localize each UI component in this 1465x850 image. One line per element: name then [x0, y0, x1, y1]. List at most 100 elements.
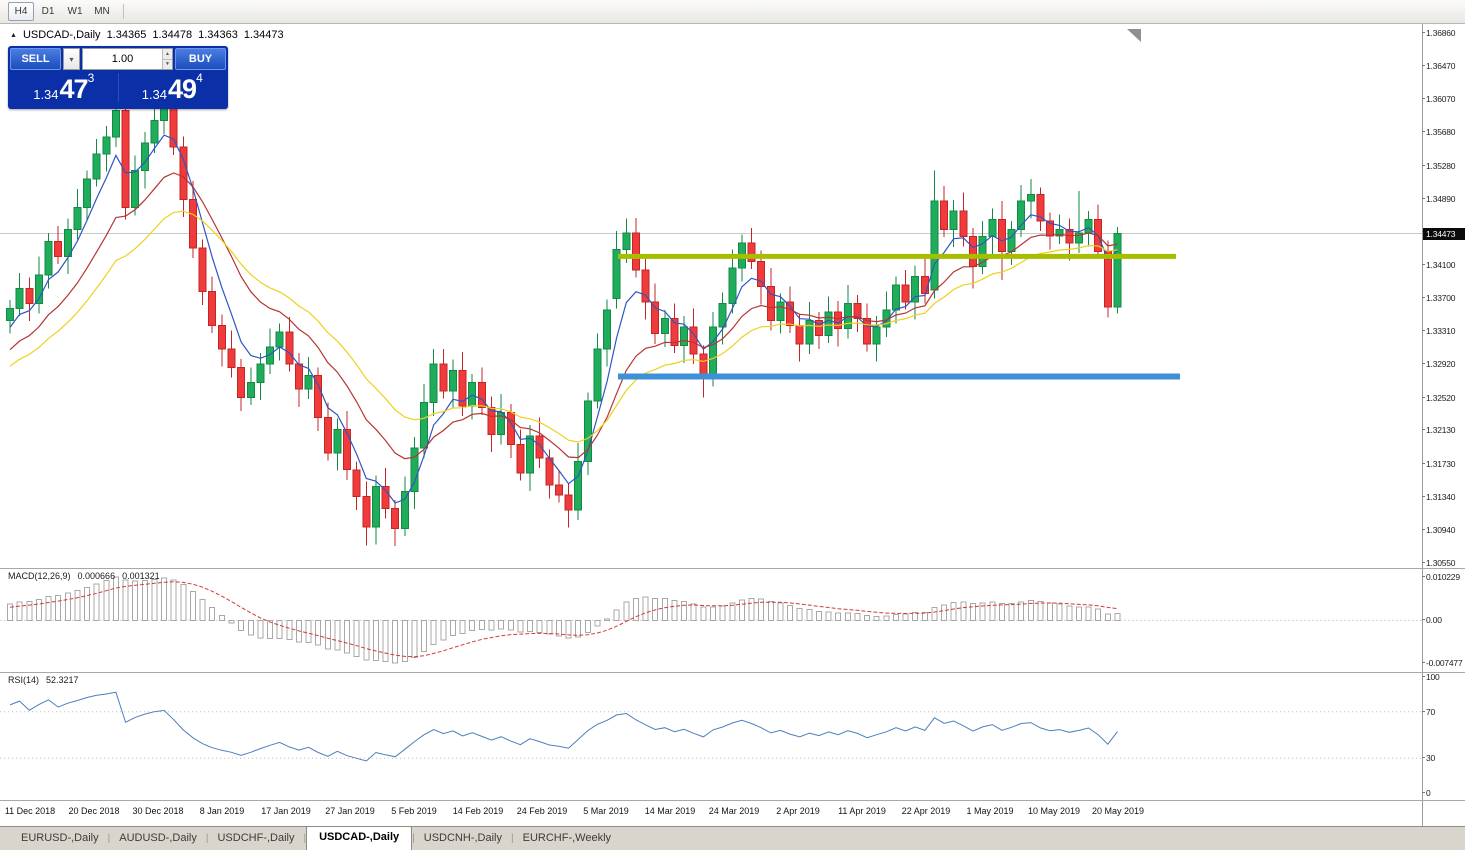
date-label: 20 Dec 2018 [68, 806, 120, 816]
macd-main-value: 0.000666 [77, 571, 116, 581]
chart-tab-usdcnh-daily[interactable]: USDCNH-,Daily [423, 832, 502, 844]
price-scale-label: 1.36470 [1421, 60, 1456, 71]
rsi-scale-label: 30 [1421, 753, 1436, 764]
price-chart[interactable] [0, 24, 1465, 568]
rsi-scale-label: 0 [1422, 788, 1431, 798]
ma-slow-line[interactable] [9, 210, 1118, 443]
date-label: 22 Apr 2019 [901, 806, 951, 816]
macd-name: MACD(12,26,9) [8, 571, 71, 581]
symbol-period-label: USDCAD-,Daily [22, 29, 101, 41]
macd-panel-separator [0, 568, 1465, 569]
macd-histogram [7, 576, 1121, 664]
sell-price-pips: 47 [59, 74, 89, 104]
chart-tab-bar: EURUSD-,Daily | AUDUSD-,Daily | USDCHF-,Dail… [0, 826, 1465, 850]
time-axis[interactable]: 11 Dec 2018 20 Dec 2018 30 Dec 2018 8 Jan 2… [0, 801, 1465, 826]
buy-button[interactable]: BUY [175, 48, 226, 70]
date-label: 8 Jan 2019 [199, 806, 245, 816]
date-label: 11 Dec 2018 [4, 806, 56, 816]
timeframe-button-w1[interactable]: W1 [67, 6, 83, 17]
sell-button[interactable]: SELL [10, 48, 61, 70]
volume-decrease-button[interactable]: ▼ [162, 58, 172, 69]
tab-separator: | [412, 832, 415, 844]
rsi-name: RSI(14) [8, 675, 40, 685]
price-scale-label: 1.34100 [1421, 259, 1456, 270]
timeframe-button-h4[interactable]: H4 [8, 2, 34, 21]
ma-fast-line[interactable] [9, 134, 1118, 504]
chart-tab-usdchf-daily[interactable]: USDCHF-,Daily [217, 832, 295, 844]
macd-signal-line [9, 581, 1118, 658]
price-scale-label: 1.33310 [1421, 326, 1456, 337]
ma-medium-line[interactable] [9, 172, 1118, 460]
ohlc-value: 1.34363 [198, 29, 238, 41]
ohlc-value: 1.34478 [152, 29, 193, 41]
chart-shift-marker[interactable] [1127, 29, 1141, 42]
price-scale-label: 1.35280 [1421, 160, 1456, 171]
date-label: 10 May 2019 [1027, 806, 1081, 816]
rsi-scale-label: 100 [1422, 672, 1440, 682]
price-scale-label: 1.36860 [1421, 28, 1456, 38]
chevron-down-icon: ▾ [69, 54, 74, 64]
volume-dropdown-button[interactable]: ▾ [63, 48, 80, 70]
price-scale-label: 1.30550 [1421, 558, 1456, 568]
chart-title: ▲ USDCAD-,Daily 1.34365 1.34478 1.34363 1.3… [10, 29, 284, 41]
price-scale-label: 1.30940 [1421, 525, 1456, 536]
tab-separator: | [511, 832, 514, 844]
ohlc-values: 1.34365 1.34478 1.34363 1.34473 [107, 29, 284, 41]
date-label: 5 Mar 2019 [583, 806, 629, 816]
date-label: 14 Mar 2019 [644, 806, 696, 816]
ohlc-value: 1.34473 [243, 29, 284, 41]
macd-label: MACD(12,26,9) 0.000666 0.001321 [8, 571, 160, 581]
chart-tab-usdcad-daily[interactable]: USDCAD-,Daily [306, 826, 413, 850]
price-divider [117, 73, 119, 102]
date-label: 17 Jan 2019 [261, 806, 311, 816]
date-label: 1 May 2019 [966, 806, 1014, 816]
one-click-collapse-icon[interactable]: ▲ [10, 31, 17, 39]
price-scale-label: 1.34890 [1421, 193, 1456, 204]
date-label: 2 Apr 2019 [776, 806, 820, 816]
date-label: 14 Feb 2019 [452, 806, 504, 816]
toolbar-separator [123, 4, 124, 19]
buy-price-point: 4 [196, 71, 203, 85]
one-click-trading-panel: SELL ▾ ▲ ▼ BUY 1.34 47 3 1.34 49 [8, 46, 228, 109]
date-label: 27 Jan 2019 [325, 806, 375, 816]
sell-price[interactable]: 1.34 47 3 [10, 70, 118, 105]
date-label: 30 Dec 2018 [132, 806, 184, 816]
rsi-panel-separator [0, 672, 1465, 673]
price-scale-label: 1.31340 [1421, 491, 1456, 502]
sell-price-point: 3 [87, 71, 95, 85]
sell-price-base: 1.34 [33, 87, 59, 102]
date-label: 24 Feb 2019 [516, 806, 568, 816]
price-scale-label: 1.36070 [1421, 94, 1456, 105]
price-axis-line[interactable] [1422, 24, 1423, 826]
date-label: 20 May 2019 [1091, 806, 1145, 816]
candlesticks [6, 101, 1122, 547]
chart-tab-eurchf-weekly[interactable]: EURCHF-,Weekly [522, 832, 612, 844]
volume-field: ▲ ▼ [82, 48, 173, 70]
macd-scale-min: -0.007477 [1421, 658, 1463, 668]
volume-spinner: ▲ ▼ [162, 49, 172, 69]
tab-separator: | [107, 832, 111, 844]
current-price-tag: 1.34473 [1423, 227, 1465, 240]
macd-scale-zero: 0.00 [1422, 615, 1442, 626]
tab-separator: | [303, 832, 307, 844]
buy-price-base: 1.34 [141, 87, 168, 102]
timeframe-button-mn[interactable]: MN [94, 6, 110, 17]
buy-price-pips: 49 [168, 74, 197, 104]
chart-tab-eurusd-daily[interactable]: EURUSD-,Daily [21, 832, 99, 844]
volume-input[interactable] [83, 49, 172, 69]
chart-tab-audusd-daily[interactable]: AUDUSD-,Daily [119, 832, 197, 844]
timeframe-button-d1[interactable]: D1 [41, 6, 55, 17]
macd-scale-max: 0.010229 [1422, 572, 1460, 582]
rsi-indicator-chart[interactable] [0, 672, 1465, 800]
date-label: 11 Apr 2019 [838, 806, 886, 816]
buy-price[interactable]: 1.34 49 4 [119, 70, 227, 105]
tab-separator: | [205, 832, 209, 844]
volume-increase-button[interactable]: ▲ [162, 49, 172, 59]
price-scale-label: 1.32920 [1421, 358, 1456, 369]
ohlc-value: 1.34365 [106, 29, 147, 41]
support-line[interactable] [618, 373, 1180, 380]
resistance-line[interactable] [618, 253, 1176, 259]
macd-indicator-chart[interactable] [0, 568, 1465, 672]
timeframe-toolbar: H4 D1 W1 MN [0, 0, 1465, 24]
